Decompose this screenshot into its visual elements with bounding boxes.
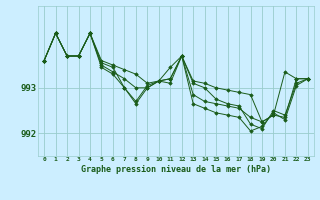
X-axis label: Graphe pression niveau de la mer (hPa): Graphe pression niveau de la mer (hPa) (81, 165, 271, 174)
